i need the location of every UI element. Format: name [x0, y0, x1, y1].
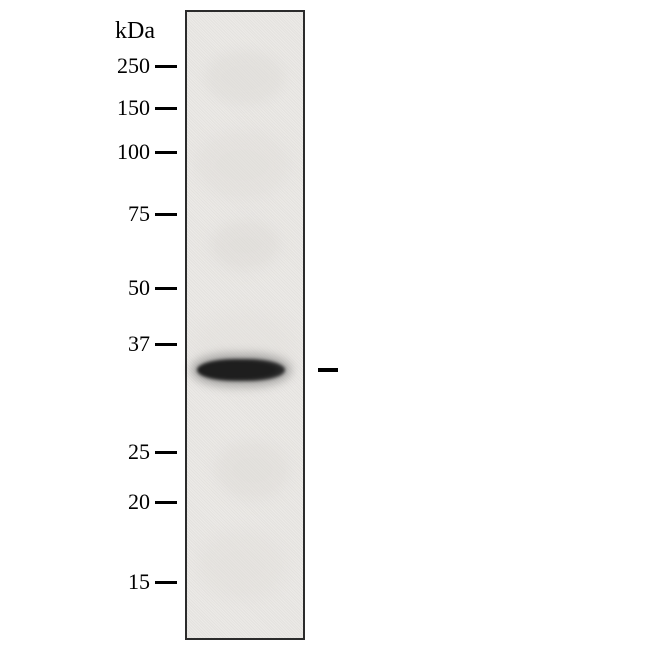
- mw-tick-label: 250: [117, 53, 150, 79]
- mw-tick-label: 20: [128, 489, 150, 515]
- band-indicator-mark: [318, 368, 338, 372]
- mw-tick-mark: [155, 151, 177, 154]
- mw-tick-mark: [155, 65, 177, 68]
- mw-tick-label: 75: [128, 201, 150, 227]
- mw-tick-label: 15: [128, 569, 150, 595]
- mw-tick-label: 37: [128, 331, 150, 357]
- mw-tick-label: 25: [128, 439, 150, 465]
- mw-tick-mark: [155, 107, 177, 110]
- mw-tick-mark: [155, 501, 177, 504]
- mw-tick-label: 50: [128, 275, 150, 301]
- mw-tick-label: 150: [117, 95, 150, 121]
- mw-tick-mark: [155, 287, 177, 290]
- mw-tick-mark: [155, 343, 177, 346]
- mw-tick-mark: [155, 581, 177, 584]
- mw-tick-mark: [155, 213, 177, 216]
- mw-tick-mark: [155, 451, 177, 454]
- blot-lane-border: [185, 10, 305, 640]
- western-blot-figure: kDa 250 150 100 75 50 37 25 20 15: [0, 0, 650, 650]
- mw-tick-label: 100: [117, 139, 150, 165]
- axis-unit-label: kDa: [115, 18, 155, 45]
